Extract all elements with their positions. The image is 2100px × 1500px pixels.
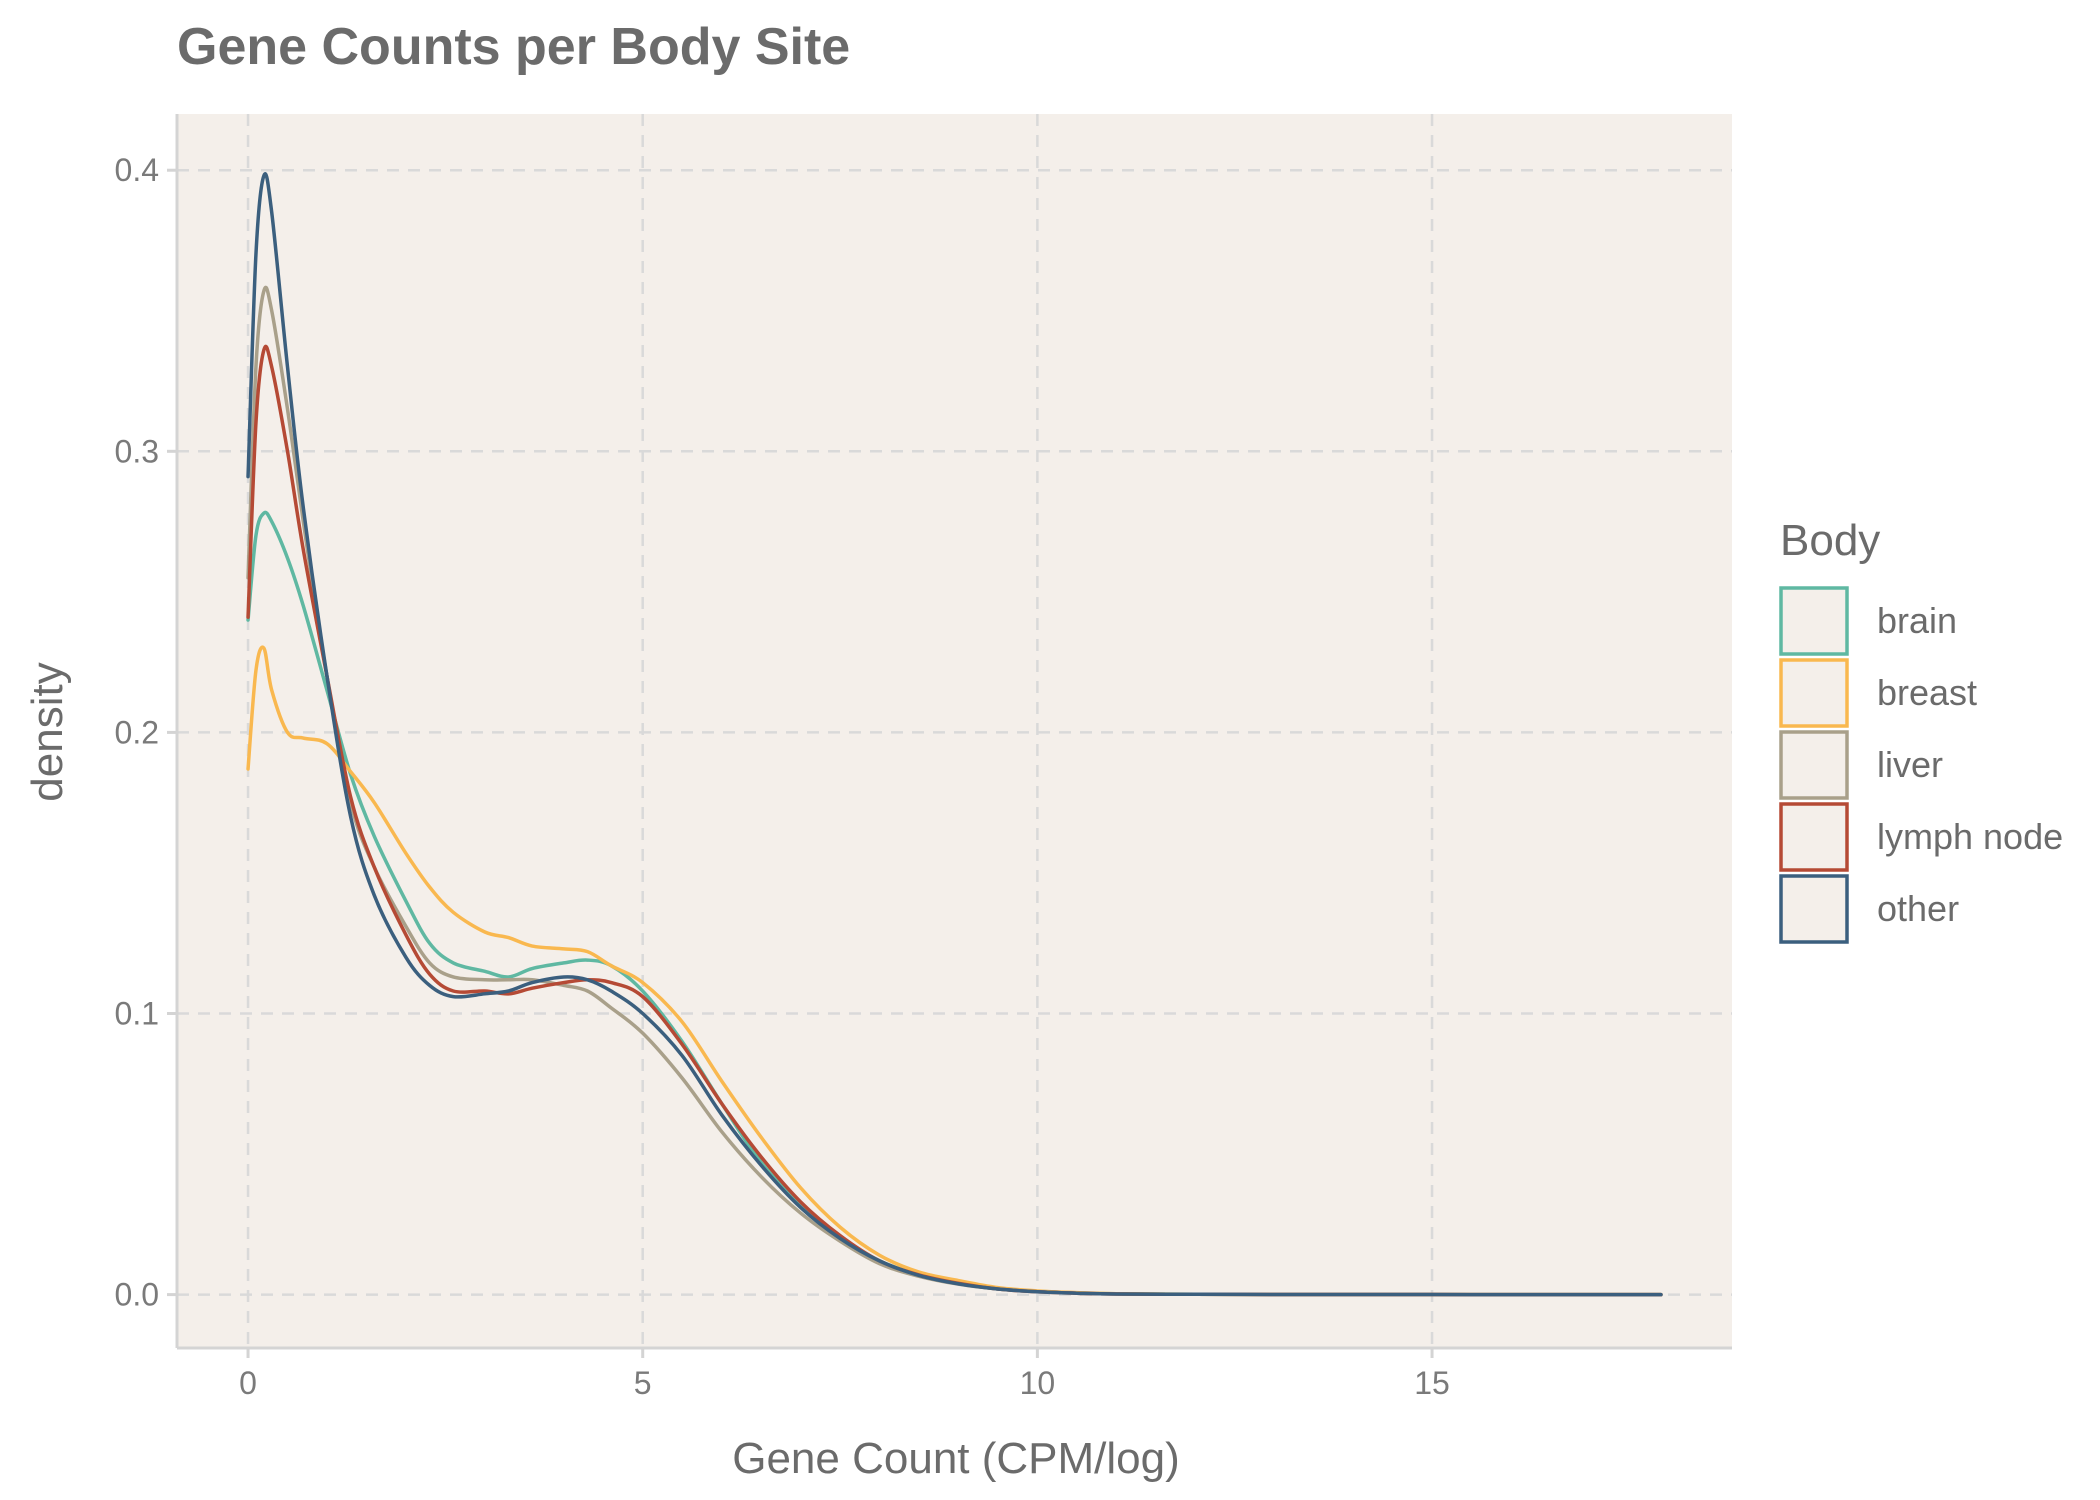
legend-label: brain [1877, 600, 1957, 641]
gridlines [177, 114, 1732, 1348]
x-tick-label: 5 [634, 1365, 652, 1401]
legend-key [1779, 730, 1849, 800]
y-tick-label: 0.0 [115, 1277, 159, 1313]
x-tick-label: 15 [1414, 1365, 1450, 1401]
axis-ticks: 0 5 10 15 0.0 0.1 0.2 0.3 0.4 [115, 152, 1450, 1401]
legend-title: Body [1780, 516, 1880, 565]
series-line-other [246, 172, 1663, 1297]
legend-label: breast [1877, 672, 1977, 713]
x-tick-label: 0 [239, 1365, 257, 1401]
legend: Body brain breast liver lymph node other [1779, 516, 2063, 944]
legend-label: other [1877, 888, 1959, 929]
plot-panel [177, 114, 1732, 1348]
legend-label: lymph node [1877, 816, 2063, 857]
x-axis-title: Gene Count (CPM/log) [732, 1434, 1180, 1483]
legend-key [1779, 658, 1849, 728]
legend-items: brain breast liver lymph node other [1779, 586, 2063, 944]
legend-key [1779, 874, 1849, 944]
x-tick-label: 10 [1020, 1365, 1056, 1401]
y-tick-label: 0.2 [115, 714, 159, 750]
legend-key [1779, 586, 1849, 656]
y-axis-title: density [23, 662, 72, 801]
legend-label: liver [1877, 744, 1943, 785]
y-tick-label: 0.3 [115, 433, 159, 469]
series-lines [246, 172, 1663, 1297]
y-tick-label: 0.1 [115, 995, 159, 1031]
y-tick-label: 0.4 [115, 152, 159, 188]
chart-title: Gene Counts per Body Site [177, 18, 850, 76]
legend-key [1779, 802, 1849, 872]
